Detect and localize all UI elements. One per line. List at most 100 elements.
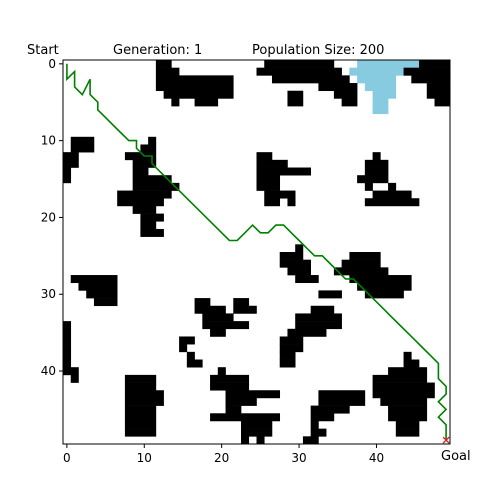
wall-cell	[124, 382, 157, 391]
wall-cell	[148, 136, 157, 145]
y-tick-label: 0	[48, 57, 56, 71]
wall-cell	[210, 382, 250, 391]
wall-cell	[256, 436, 265, 445]
wall-cell	[411, 75, 451, 84]
goal-label: Goal	[441, 449, 471, 464]
x-tick-label: 0	[63, 451, 71, 465]
wall-cell	[225, 397, 257, 406]
wall-cell	[241, 428, 273, 437]
wall-cell	[271, 75, 350, 84]
wall-cell	[63, 359, 72, 368]
wall-cell	[403, 67, 451, 76]
wall-cell	[434, 98, 451, 107]
wall-cell	[124, 413, 157, 422]
wall-cell	[256, 167, 311, 176]
wall-cell	[217, 367, 226, 376]
wall-cell	[117, 198, 164, 207]
wall-cell	[287, 98, 304, 107]
wall-cell	[388, 413, 428, 422]
wall-cell	[124, 374, 157, 383]
wall-cell	[279, 252, 304, 260]
wall-cell	[395, 428, 420, 437]
wall-cell	[256, 175, 281, 184]
wall-cell	[310, 405, 350, 414]
wall-cell	[357, 282, 412, 291]
wall-cell	[70, 275, 118, 284]
wall-cell	[295, 244, 304, 253]
x-tick-label: 30	[291, 451, 306, 465]
wall-cell	[241, 436, 250, 445]
wall-cell	[341, 259, 381, 268]
water-cell	[357, 75, 397, 84]
water-cell	[357, 60, 420, 68]
wall-cell	[63, 351, 72, 360]
wall-cell	[63, 167, 72, 176]
generation-label: Generation: 1	[113, 43, 202, 58]
wall-cell	[179, 344, 188, 353]
wall-cell	[124, 152, 157, 161]
wall-cell	[287, 267, 311, 276]
wall-cell	[364, 198, 420, 207]
y-tick-label: 10	[41, 134, 56, 148]
wall-cell	[132, 175, 172, 184]
wall-cell	[349, 275, 412, 284]
wall-cell	[132, 167, 149, 176]
wall-cell	[210, 413, 281, 422]
wall-cell	[287, 198, 296, 207]
wall-cell	[295, 313, 342, 322]
wall-cell	[124, 420, 157, 429]
wall-cell	[70, 144, 95, 153]
wall-cell	[264, 190, 296, 199]
wall-cell	[124, 405, 157, 414]
wall-cell	[419, 60, 451, 68]
wall-cell	[279, 259, 311, 268]
wall-cell	[155, 75, 234, 84]
wall-cell	[63, 321, 72, 330]
wall-cell	[233, 305, 257, 314]
wall-cell	[117, 190, 172, 199]
path-line	[66, 63, 448, 441]
wall-cell	[372, 374, 428, 383]
wall-cell	[171, 98, 180, 107]
population-label: Population Size: 200	[252, 43, 384, 58]
wall-cell	[364, 182, 373, 191]
wall-cell	[155, 83, 234, 92]
wall-cell	[140, 144, 157, 153]
y-tick-label: 30	[41, 287, 56, 301]
wall-cell	[155, 67, 180, 76]
wall-cell	[388, 182, 397, 191]
wall-cell	[256, 67, 342, 76]
wall-cell	[233, 298, 250, 307]
wall-cell	[186, 359, 203, 368]
wall-cell	[318, 397, 366, 406]
wall-cell	[241, 420, 273, 429]
water-cell	[372, 98, 389, 107]
wall-cell	[78, 282, 118, 291]
wall-cell	[310, 428, 327, 437]
wall-cell	[63, 175, 72, 184]
wall-cell	[256, 159, 288, 168]
wall-cell	[333, 90, 358, 99]
wall-cell	[132, 205, 157, 214]
wall-cell	[318, 390, 366, 399]
x-tick-label: 40	[369, 451, 384, 465]
wall-cell	[372, 382, 435, 391]
wall-cell	[372, 152, 381, 161]
wall-cell	[310, 305, 335, 314]
wall-cell	[63, 336, 72, 345]
wall-cell	[318, 83, 358, 92]
wall-cell	[295, 275, 319, 284]
start-label: Start	[27, 43, 59, 58]
wall-cell	[93, 298, 118, 307]
wall-cell	[63, 367, 79, 376]
wall-cell	[364, 290, 404, 299]
wall-cell	[179, 336, 195, 345]
wall-cell	[124, 397, 164, 406]
wall-cell	[302, 436, 319, 445]
wall-cell	[210, 374, 250, 383]
wall-cell	[403, 351, 412, 360]
wall-cell	[279, 351, 296, 360]
y-tick-label: 20	[41, 210, 56, 224]
wall-cell	[287, 90, 304, 99]
wall-cell	[140, 228, 164, 237]
